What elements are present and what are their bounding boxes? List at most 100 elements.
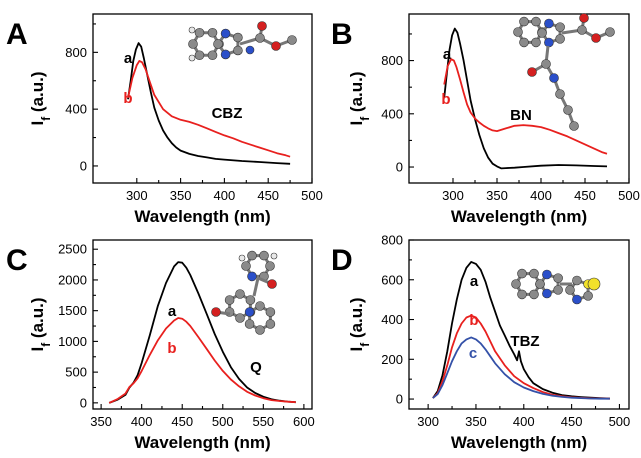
panel-d-xtick-label: 300 (417, 414, 439, 429)
panel-c-ytick-label: 0 (80, 395, 87, 410)
panel-b-molecule-atom (579, 13, 589, 23)
panel-b-molecule-atom (555, 89, 565, 99)
panel-c-xtick-label: 500 (212, 414, 234, 429)
panel-b-molecule-atom (544, 18, 554, 29)
panel-c-xtick-label: 600 (293, 414, 315, 429)
panel-d-molecule-atom (553, 285, 563, 295)
panel-c-series-b-line (108, 317, 296, 404)
panel-d-molecule-atom (542, 288, 552, 299)
panel-c-molecule-atom (265, 319, 276, 329)
panel-b-molecule-label: BN (510, 107, 532, 124)
panel-a-molecule-atom (287, 35, 297, 45)
panel-d-molecule-atom (553, 273, 563, 283)
panel-c-series-a-line (108, 261, 296, 404)
panel-a-molecule-atom (257, 21, 267, 31)
panel-a-series-b-label: b (123, 90, 132, 107)
panel-c-molecule-atom (211, 307, 221, 317)
panel-c-molecule-atom (270, 252, 278, 260)
panel-a-ytick-label: 0 (80, 158, 87, 173)
panel-d-plot-frame (408, 239, 630, 410)
panel-d-molecule-atom (572, 275, 582, 286)
panel-a-molecule-atom (194, 27, 205, 38)
panel-d-molecule-label: TBZ (510, 333, 539, 350)
panel-d-y-axis-title: If (a.u.) (347, 297, 372, 351)
panel-a-molecule-label: CBZ (212, 105, 243, 122)
panel-b-ytick-label: 0 (396, 160, 403, 175)
panel-b-molecule-atom (605, 27, 615, 37)
panel-b-molecule-atom (549, 73, 559, 83)
panel-b-series-b-label: b (441, 91, 450, 108)
panel-a-molecule-atom (188, 54, 196, 62)
panel-c-molecule-atom (244, 307, 255, 317)
panel-d-letter: D (331, 244, 353, 277)
panel-a-xtick-label: 300 (126, 188, 148, 203)
panel-b-molecule-atom (527, 67, 537, 77)
panel-b-xtick-label: 400 (530, 188, 552, 203)
panel-d-xtick-label: 500 (609, 414, 631, 429)
panel-b-molecule-atom (519, 37, 529, 48)
panel-b-letter: B (331, 18, 353, 51)
panel-c-xtick-label: 400 (131, 414, 153, 429)
panel-b-molecule-atom (591, 33, 601, 43)
panel-c-molecule-atom (238, 254, 246, 262)
panel-d-series-b-label: b (469, 312, 478, 329)
panel-a-series-a-label: a (124, 50, 133, 67)
panel-c-molecule-atom (255, 301, 265, 311)
panel-b-series-a-label: a (443, 46, 452, 63)
panel-a-xtick-label: 500 (301, 188, 323, 203)
panel-a-series-a-line (127, 42, 291, 165)
panel-b-xtick-label: 450 (574, 188, 596, 203)
panel-d-series-a-label: a (470, 273, 479, 290)
panel-d-molecule-atom (565, 285, 575, 295)
panel-d-molecule-atom (535, 279, 545, 289)
panel-c-molecule-atom (245, 295, 256, 305)
panel-b-molecule-atom (513, 27, 523, 37)
panel-a-molecule-atom (245, 45, 255, 55)
panel-c-molecule-atom (259, 250, 269, 261)
panel-c-ytick-label: 1500 (58, 303, 87, 318)
panel-b-xtick-label: 300 (442, 188, 464, 203)
panel-b-ytick-label: 400 (381, 106, 403, 121)
panel-b-ytick-label: 800 (381, 53, 403, 68)
panel-d-ytick-label: 200 (381, 352, 403, 367)
panel-b-molecule-atom (569, 121, 579, 131)
panel-d-series-c-line (432, 336, 610, 400)
panel-d-x-axis-title: Wavelength (nm) (451, 433, 587, 452)
panel-a-y-axis-title: If (a.u.) (28, 71, 53, 125)
panel-b-molecule-atom (531, 37, 541, 48)
panel-c-molecule-atom (255, 325, 265, 335)
panel-c-molecule-atom (265, 261, 275, 271)
panel-c-xtick-label: 550 (252, 414, 274, 429)
panel-b-series-a-line (443, 27, 608, 170)
panel-c-molecule-atom (265, 307, 276, 317)
panel-c-xtick-label: 450 (171, 414, 193, 429)
panel-c-molecule-atom (224, 295, 235, 305)
panel-a-molecule-atom (233, 45, 243, 56)
panel-a-molecule-atom (213, 39, 223, 49)
panel-c-molecule-label: Q (250, 359, 262, 376)
panel-a-ytick-label: 400 (65, 102, 87, 117)
panel-d-molecule-atom (542, 269, 552, 280)
panel-a-molecule-atom (207, 27, 218, 38)
panel-a-molecule-atom (233, 32, 243, 43)
panel-d-series-c-label: c (469, 345, 477, 362)
panel-a-xtick-label: 350 (170, 188, 192, 203)
panel-c-ytick-label: 500 (65, 365, 87, 380)
panel-b-molecule-atom (563, 105, 573, 115)
panel-a-ytick-label: 800 (65, 45, 87, 60)
panel-b-molecule-atom (544, 37, 554, 48)
panel-d-xtick-label: 450 (561, 414, 583, 429)
panel-c-x-axis-title: Wavelength (nm) (134, 433, 270, 452)
panel-d-molecule-atom (529, 268, 539, 279)
panel-b-x-axis-title: Wavelength (nm) (451, 207, 587, 226)
panel-b-y-axis-title: If (a.u.) (347, 71, 372, 125)
panel-c-molecule-atom (267, 279, 277, 289)
panel-a-molecule-atom (271, 41, 281, 51)
panel-c-y-axis-title: If (a.u.) (28, 297, 53, 351)
panel-a-molecule-atom (188, 39, 198, 49)
panel-c-ytick-label: 2000 (58, 272, 87, 287)
panel-b-xtick-label: 350 (486, 188, 508, 203)
panel-b-molecule-atom (541, 59, 551, 69)
panel-d-ytick-label: 0 (396, 392, 403, 407)
panel-b-molecule-atom (519, 16, 529, 27)
